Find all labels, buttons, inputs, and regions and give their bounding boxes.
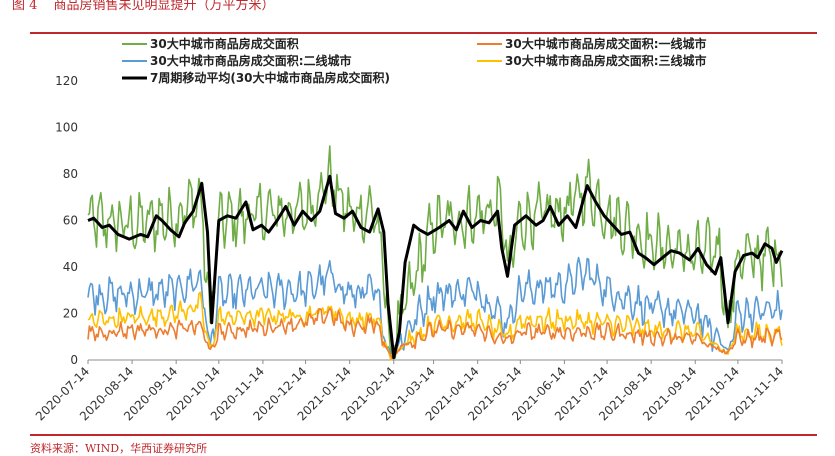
y-tick-label: 60	[63, 214, 78, 228]
legend-label: 30大中城市商品房成交面积	[150, 36, 299, 51]
legend-label: 30大中城市商品房成交面积:一线城市	[505, 36, 707, 51]
series-line	[87, 256, 783, 357]
series-line	[87, 291, 783, 361]
series-line	[87, 307, 783, 360]
series-line	[87, 174, 784, 360]
y-axis: 0 20 40 60 80 100 120	[55, 74, 78, 367]
source-note: 资料来源：WIND，华西证券研究所	[30, 442, 208, 455]
chart-legend: 30大中城市商品房成交面积 30大中城市商品房成交面积:一线城市 30大中城市商品房…	[122, 36, 707, 85]
legend-label: 30大中城市商品房成交面积:三线城市	[505, 53, 707, 68]
y-tick-label: 40	[63, 260, 78, 274]
y-tick-label: 20	[63, 307, 78, 321]
y-tick-label: 0	[70, 353, 78, 367]
plot-area	[87, 145, 784, 361]
x-axis: 2020-07-142020-08-142020-09-142020-10-14…	[33, 359, 786, 423]
series-line	[87, 145, 783, 359]
legend-label: 7周期移动平均(30大中城市商品房成交面积)	[150, 70, 390, 85]
y-tick-label: 120	[55, 74, 78, 88]
bottom-divider	[30, 434, 817, 436]
y-tick-label: 80	[63, 167, 78, 181]
figure-label: 图 4	[12, 0, 38, 13]
figure-title-text: 商品房销售未见明显提升（万平方米）	[53, 0, 275, 13]
top-divider	[30, 32, 817, 34]
legend-label: 30大中城市商品房成交面积:二线城市	[150, 53, 352, 68]
figure-title: 图 4 商品房销售未见明显提升（万平方米）	[12, 0, 275, 13]
y-tick-label: 100	[55, 121, 78, 135]
